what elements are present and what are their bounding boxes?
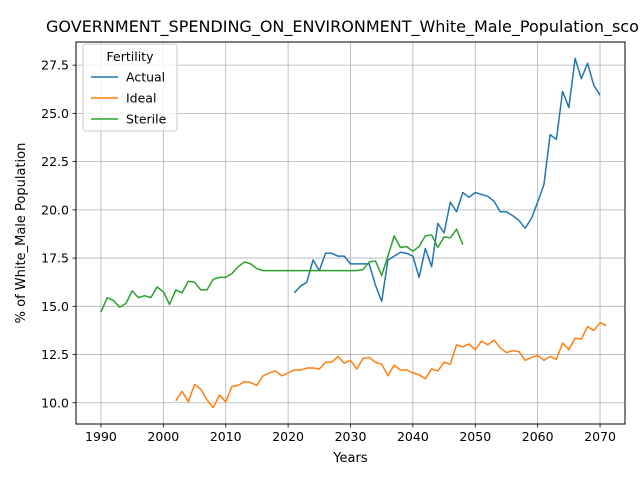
series-lines [100, 57, 607, 409]
x-tick-label: 2010 [210, 429, 242, 444]
y-tick-label: 12.5 [41, 347, 69, 362]
legend-title: Fertility [107, 49, 155, 64]
y-tick-label: 15.0 [41, 299, 69, 314]
x-tick-label: 2020 [272, 429, 304, 444]
legend-label-actual: Actual [126, 70, 165, 85]
x-axis-label: Years [332, 451, 368, 466]
x-tick-label: 2060 [522, 429, 554, 444]
chart-title: GOVERNMENT_SPENDING_ON_ENVIRONMENT_White… [46, 17, 640, 37]
y-tick-label: 17.5 [41, 251, 69, 266]
y-tick-label: 25.0 [41, 106, 69, 121]
series-line-ideal [175, 321, 607, 409]
x-tick-label: 2070 [584, 429, 616, 444]
y-axis-label: % of White_Male Population [14, 143, 29, 324]
y-tick-label: 10.0 [41, 395, 69, 410]
y-tick-label: 22.5 [41, 154, 69, 169]
x-tick-label: 2000 [147, 429, 179, 444]
legend-label-ideal: Ideal [126, 91, 156, 106]
x-tick-label: 2030 [335, 429, 367, 444]
legend-label-sterile: Sterile [126, 112, 167, 127]
x-tick-label: 1990 [85, 429, 117, 444]
y-tick-label: 20.0 [41, 202, 69, 217]
series-line-sterile [100, 228, 464, 313]
x-tick-label: 2050 [459, 429, 491, 444]
y-tick-label: 27.5 [41, 58, 69, 73]
grid [76, 42, 625, 424]
x-tick-label: 2040 [397, 429, 429, 444]
axis-ticks: 1990 2000 2010 2020 2030 2040 2050 2060 2070 10.0… [41, 58, 616, 444]
legend-box [82, 43, 178, 132]
series-line-actual [293, 57, 601, 303]
legend-entries: Actual Ideal Sterile [91, 70, 167, 127]
legend: Fertility Actual Ideal Sterile [82, 43, 178, 132]
